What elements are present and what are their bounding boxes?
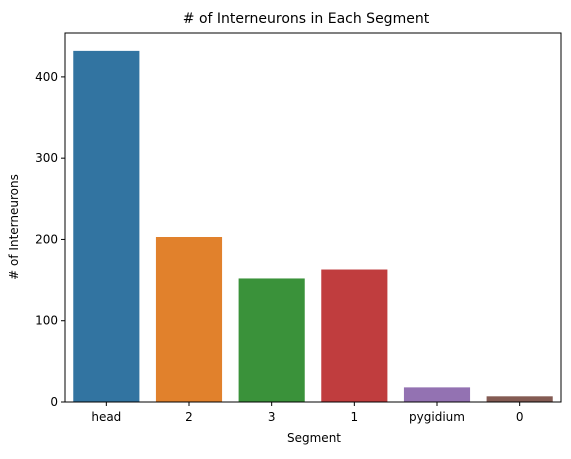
bar-3: [238, 278, 305, 402]
y-axis-label: # of Interneurons: [7, 174, 21, 280]
bar-2: [155, 237, 223, 402]
y-tick-label: 200: [35, 232, 58, 246]
axes-frame: [64, 32, 562, 403]
y-axis: 0 100 200 300 400: [35, 70, 65, 409]
y-tick-label: 0: [50, 395, 58, 409]
x-tick-label: 3: [268, 410, 276, 424]
x-tick-label: head: [91, 410, 121, 424]
x-tick-label: 0: [516, 410, 524, 424]
bar-pygidium: [403, 387, 471, 402]
y-tick-label: 300: [35, 151, 58, 165]
bars-group: [73, 50, 553, 403]
chart-title: # of Interneurons in Each Segment: [183, 11, 430, 27]
x-tick-label: 2: [185, 410, 193, 424]
x-tick-label: 1: [351, 410, 359, 424]
x-tick-label: pygidium: [409, 410, 465, 424]
bar-head: [73, 50, 140, 403]
bar-0: [486, 396, 553, 402]
y-tick-label: 400: [35, 70, 58, 84]
x-axis-label: Segment: [287, 431, 341, 445]
bar-1: [321, 269, 388, 402]
x-axis: head 2 3 1 pygidium 0: [91, 402, 523, 424]
y-tick-label: 100: [35, 314, 58, 328]
